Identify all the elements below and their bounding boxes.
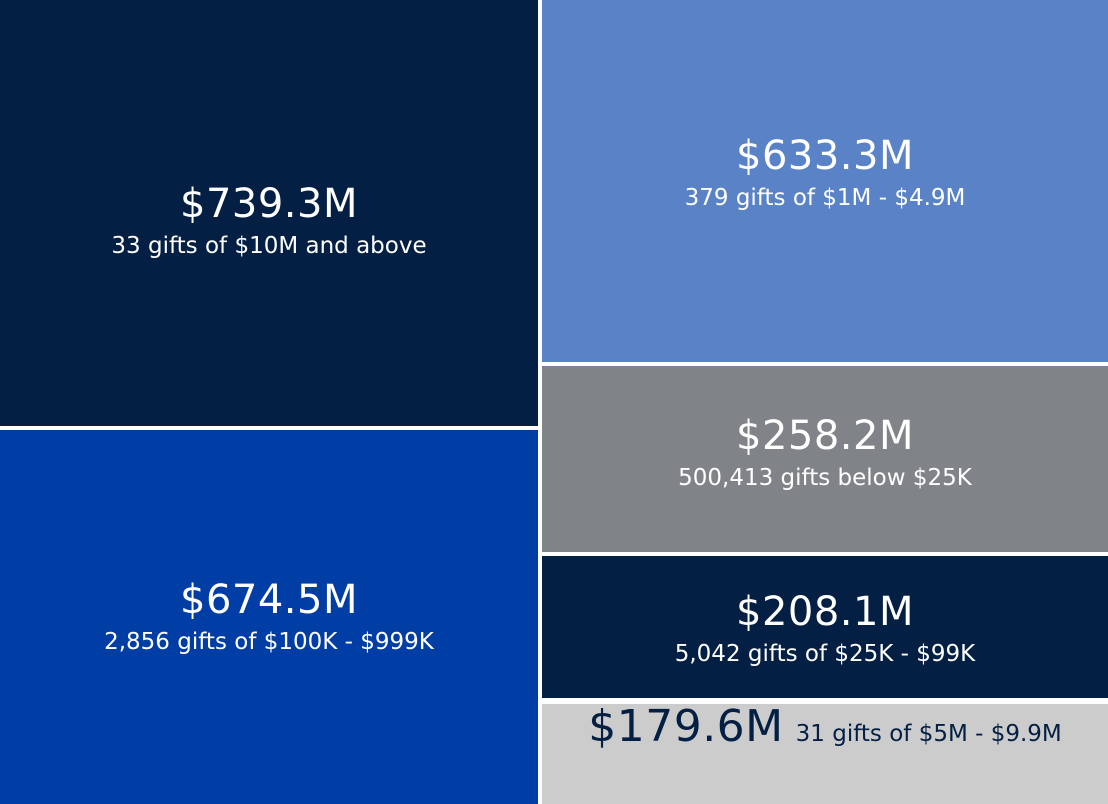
tile-amount: $633.3M xyxy=(736,133,914,179)
treemap-tile-10m-and-above: $739.3M 33 gifts of $10M and above xyxy=(0,0,538,426)
tile-content: $633.3M 379 gifts of $1M - $4.9M xyxy=(685,133,966,213)
tile-description: 5,042 gifts of $25K - $99K xyxy=(674,641,976,667)
tile-amount: $258.2M xyxy=(736,413,914,459)
tile-content: $739.3M 33 gifts of $10M and above xyxy=(111,181,426,261)
treemap-tile-100k-999k: $674.5M 2,856 gifts of $100K - $999K xyxy=(0,430,538,804)
tile-description: 31 gifts of $5M - $9.9M xyxy=(795,721,1062,747)
tile-description: 2,856 gifts of $100K - $999K xyxy=(104,629,434,655)
tile-amount: $674.5M xyxy=(180,577,358,623)
tile-description: 33 gifts of $10M and above xyxy=(111,233,427,259)
tile-description: 500,413 gifts below $25K xyxy=(678,465,972,491)
treemap-tile-below-25k: $258.2M 500,413 gifts below $25K xyxy=(542,366,1108,552)
tile-content: $208.1M 5,042 gifts of $25K - $99K xyxy=(675,589,976,669)
treemap-tile-1m-4.9m: $633.3M 379 gifts of $1M - $4.9M xyxy=(542,0,1108,362)
treemap-tile-25k-99k: $208.1M 5,042 gifts of $25K - $99K xyxy=(542,556,1108,698)
tile-description: 379 gifts of $1M - $4.9M xyxy=(684,185,966,211)
tile-amount: $208.1M xyxy=(736,589,914,635)
tile-content: $674.5M 2,856 gifts of $100K - $999K xyxy=(104,577,434,657)
tile-amount: $179.6M xyxy=(588,701,784,752)
tile-content: $258.2M 500,413 gifts below $25K xyxy=(678,413,972,493)
tile-amount: $739.3M xyxy=(180,181,358,227)
treemap-tile-5m-9.9m: $179.6M 31 gifts of $5M - $9.9M xyxy=(542,704,1108,804)
